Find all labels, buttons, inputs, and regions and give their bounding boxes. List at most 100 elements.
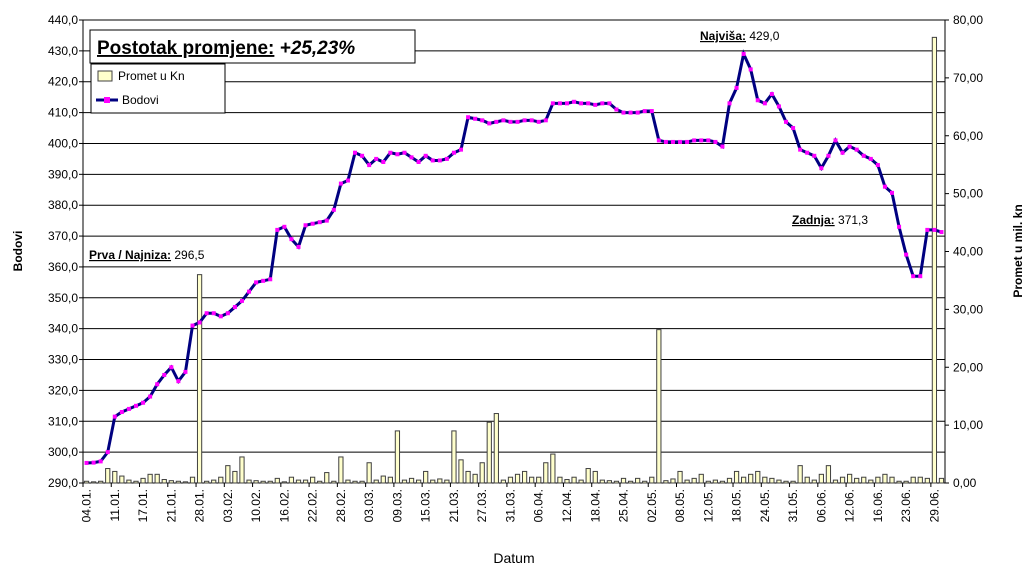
y2-axis-title: Promet u mil. kn <box>1011 204 1025 297</box>
bar <box>536 476 542 484</box>
bar <box>818 473 824 484</box>
bar <box>175 480 182 484</box>
marker <box>833 138 838 143</box>
marker <box>649 109 654 114</box>
bar <box>507 476 514 484</box>
bar <box>613 480 620 484</box>
x-tick-label: 31.03. <box>503 489 517 522</box>
marker <box>239 298 244 303</box>
bar <box>726 477 733 484</box>
marker <box>303 223 308 228</box>
bar <box>500 479 507 484</box>
x-tick-label: 12.06. <box>843 489 857 522</box>
bar <box>924 477 930 484</box>
marker <box>579 101 584 106</box>
bar <box>196 274 203 484</box>
y2-tick-label: 40,00 <box>953 245 983 259</box>
marker <box>840 150 845 155</box>
bar <box>677 470 683 484</box>
marker <box>925 227 930 232</box>
bar <box>288 476 295 484</box>
marker <box>557 101 562 106</box>
bar <box>366 462 372 484</box>
bar <box>705 480 711 484</box>
chart-title: Postotak promjene: +25,23% <box>97 38 355 59</box>
marker <box>459 147 464 152</box>
marker <box>748 67 753 72</box>
marker <box>388 150 393 155</box>
bar <box>557 476 563 484</box>
bar <box>606 480 613 484</box>
marker <box>564 101 569 106</box>
marker <box>317 220 322 225</box>
marker <box>713 139 718 144</box>
plot-area <box>82 19 946 484</box>
bar <box>620 477 627 484</box>
marker <box>310 221 315 226</box>
bar <box>684 479 690 484</box>
bar <box>105 468 111 484</box>
marker <box>529 118 534 123</box>
bar <box>394 430 401 484</box>
bar <box>910 476 916 484</box>
y-tick-label: 380,0 <box>48 198 78 212</box>
marker <box>621 110 626 115</box>
bar <box>846 473 853 484</box>
x-tick-label: 15.03. <box>419 489 433 522</box>
marker <box>769 92 774 97</box>
bar <box>769 477 775 484</box>
marker <box>939 230 944 235</box>
bar <box>479 462 485 484</box>
marker <box>98 459 103 464</box>
marker <box>635 110 640 115</box>
bar <box>218 476 224 484</box>
marker <box>225 311 230 316</box>
marker <box>345 178 350 183</box>
bar <box>875 476 881 484</box>
bar <box>839 476 846 484</box>
annotation: Najviša: 429,0 <box>700 29 780 43</box>
bar <box>189 476 196 484</box>
marker <box>854 147 859 152</box>
marker <box>812 153 817 158</box>
bar <box>161 479 167 484</box>
marker <box>247 289 252 294</box>
annotation-label: Prva / Najniza: <box>89 248 171 262</box>
bar <box>635 477 641 484</box>
bar <box>741 476 747 484</box>
x-tick-label: 28.01. <box>193 489 207 522</box>
bar <box>119 475 125 484</box>
marker <box>734 85 739 90</box>
marker <box>847 144 852 149</box>
y-tick-label: 340,0 <box>48 322 78 336</box>
y2-tick-label: 10,00 <box>953 418 983 432</box>
annotation-label: Zadnja: <box>792 213 835 227</box>
marker <box>699 138 704 143</box>
x-tick-label: 21.01. <box>164 489 178 522</box>
marker <box>254 280 259 285</box>
bar <box>521 470 528 484</box>
bar <box>783 480 789 484</box>
marker <box>656 138 661 143</box>
title-box <box>89 29 416 64</box>
marker <box>232 305 237 310</box>
bar <box>543 462 549 484</box>
marker <box>508 119 513 124</box>
marker <box>600 101 605 106</box>
marker <box>141 400 146 405</box>
bar <box>295 479 302 484</box>
marker <box>826 153 831 158</box>
y2-tick-label: 30,00 <box>953 302 983 316</box>
bar <box>762 476 768 484</box>
marker <box>501 118 506 123</box>
legend-swatch-marker <box>104 97 110 103</box>
bar <box>225 465 231 484</box>
bar <box>868 479 874 484</box>
marker <box>381 159 386 164</box>
marker <box>663 139 668 144</box>
marker <box>211 311 216 316</box>
bar <box>691 477 697 484</box>
bar <box>302 479 309 484</box>
marker <box>409 155 414 160</box>
marker <box>190 323 195 328</box>
